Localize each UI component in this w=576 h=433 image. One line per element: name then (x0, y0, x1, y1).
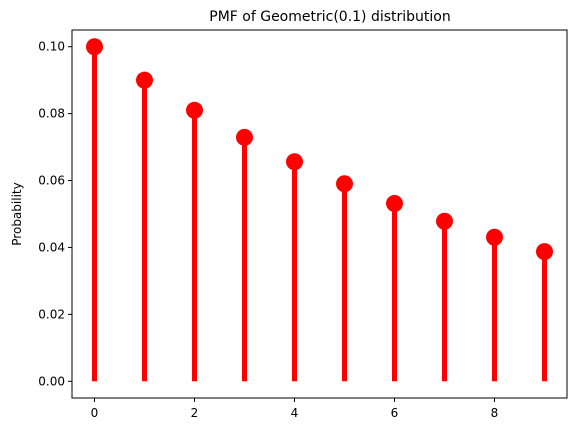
stem-marker (286, 153, 303, 171)
y-tick-label: 0.06 (38, 174, 65, 188)
x-ticks-group: 0 2 4 6 8 (91, 398, 499, 420)
y-tick-label: 0.00 (38, 374, 65, 388)
markers-group (86, 38, 553, 261)
stem-marker (86, 38, 103, 56)
x-tick-label: 6 (391, 406, 399, 420)
stem-marker (236, 128, 253, 146)
y-tick-label: 0.10 (38, 40, 65, 54)
y-tick-label: 0.08 (38, 107, 65, 121)
stem-marker (186, 101, 203, 119)
x-tick-label: 0 (91, 406, 99, 420)
y-tick-label: 0.04 (38, 240, 65, 254)
y-tick-label: 0.02 (38, 307, 65, 321)
stem-marker (436, 212, 453, 230)
stem-marker (136, 71, 153, 89)
x-tick-label: 2 (191, 406, 199, 420)
stem-marker (386, 194, 403, 212)
y-axis-label: Probability (10, 182, 24, 245)
plot-frame (71, 29, 568, 399)
chart-title: PMF of Geometric(0.1) distribution (209, 9, 451, 25)
stem-marker (536, 243, 553, 261)
x-tick-label: 8 (491, 406, 499, 420)
y-ticks-group: 0.00 0.02 0.04 0.06 0.08 0.10 (38, 40, 72, 388)
stems-group (92, 46, 547, 382)
stem-marker (336, 175, 353, 193)
stem-marker (486, 228, 503, 246)
x-tick-label: 4 (291, 406, 299, 420)
